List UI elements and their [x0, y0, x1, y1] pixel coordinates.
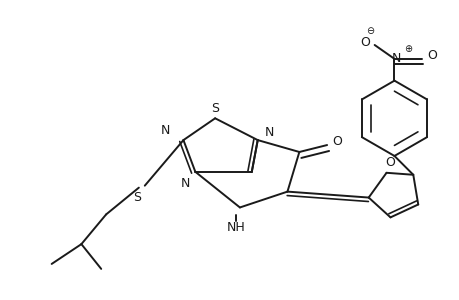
Text: ⊕: ⊕ — [403, 44, 412, 54]
Text: S: S — [133, 191, 140, 204]
Text: N: N — [180, 177, 190, 190]
Text: S: S — [211, 102, 218, 115]
Text: N: N — [264, 126, 274, 139]
Text: N: N — [391, 52, 400, 65]
Text: N: N — [161, 124, 170, 137]
Text: O: O — [385, 156, 395, 170]
Text: O: O — [426, 50, 436, 62]
Text: O: O — [359, 35, 369, 49]
Text: ⊖: ⊖ — [366, 26, 374, 36]
Text: O: O — [331, 135, 341, 148]
Text: NH: NH — [226, 221, 245, 234]
